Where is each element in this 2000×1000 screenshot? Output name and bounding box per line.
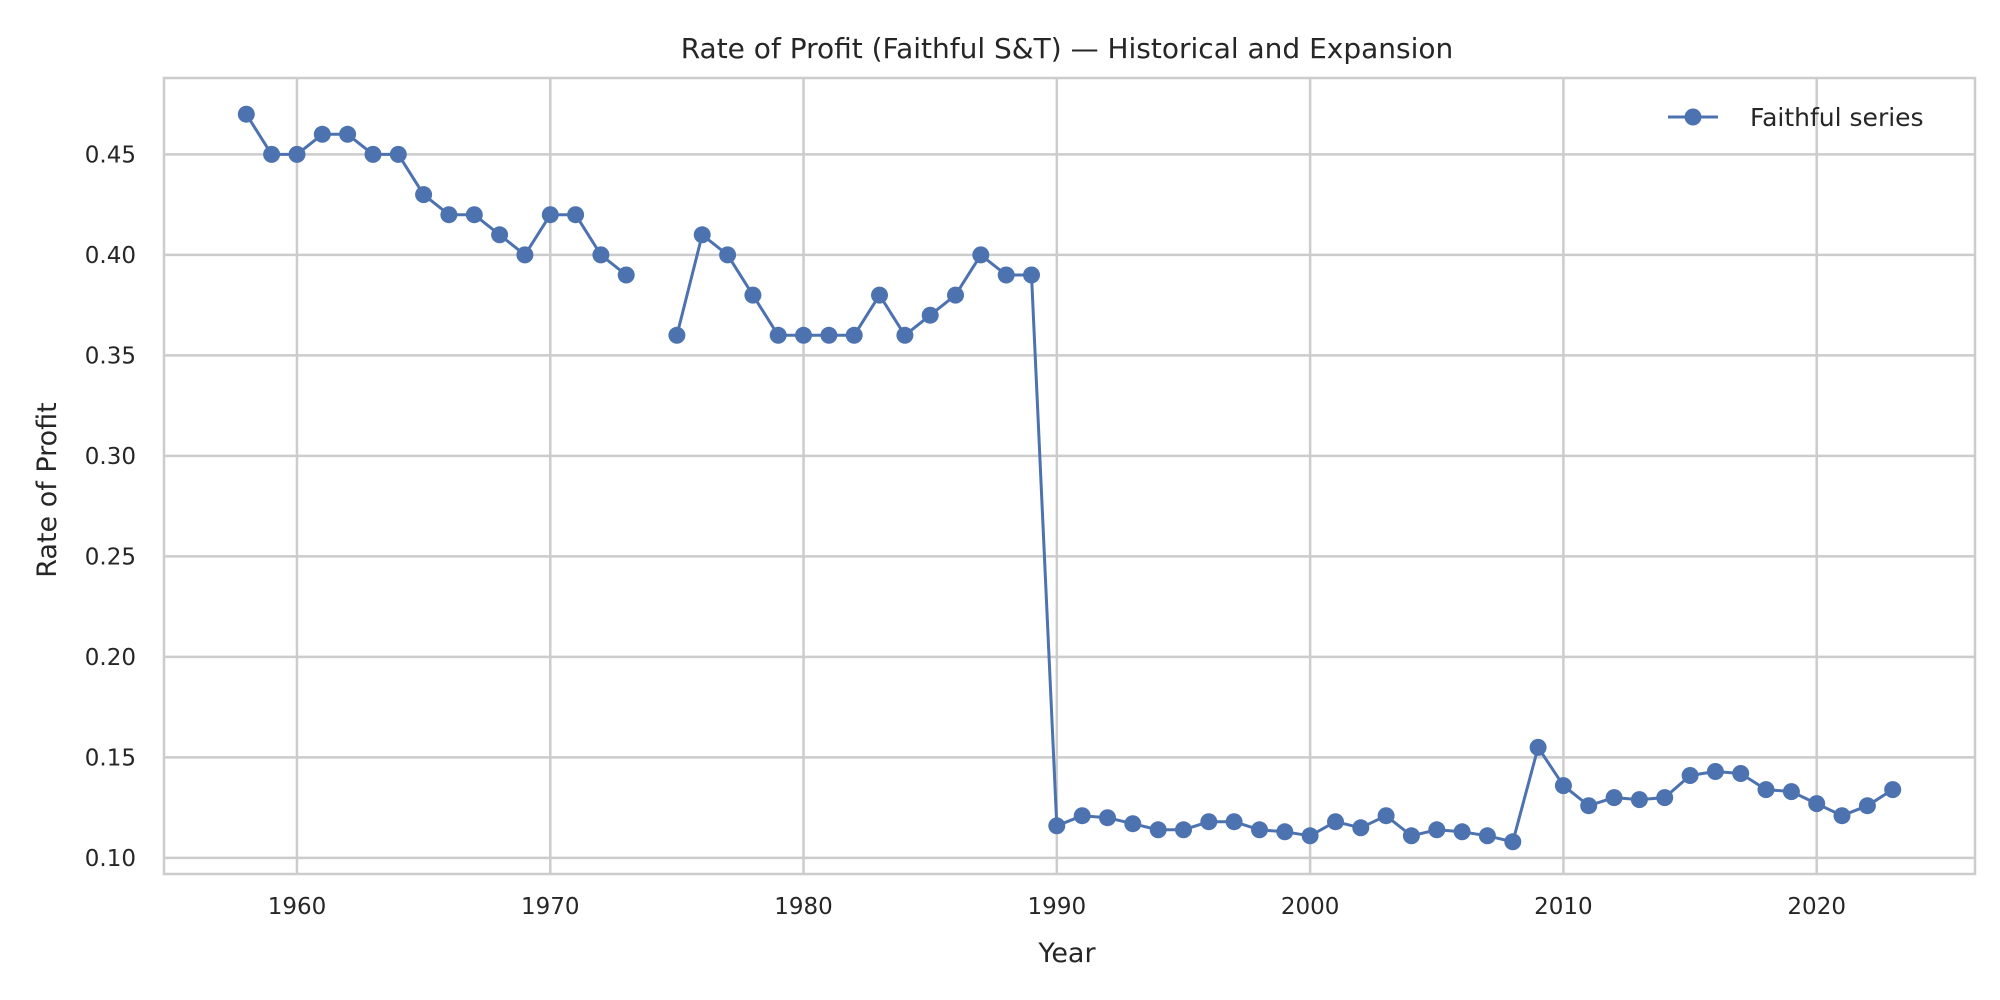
data-point <box>541 206 559 224</box>
data-point <box>516 246 534 264</box>
x-tick-label: 1980 <box>774 894 833 920</box>
data-point <box>465 206 483 224</box>
y-axis-label: Rate of Profit <box>32 402 63 578</box>
data-point <box>1782 783 1800 801</box>
data-point <box>617 266 635 284</box>
data-point <box>1377 807 1395 825</box>
data-point <box>972 246 990 264</box>
chart-title: Rate of Profit (Faithful S&T) — Historic… <box>681 32 1454 65</box>
data-point <box>795 326 812 344</box>
y-tick-label: 0.45 <box>85 142 136 168</box>
data-point <box>567 206 585 224</box>
data-point <box>693 226 711 244</box>
data-point <box>1858 797 1876 815</box>
legend: Faithful series <box>1668 103 1924 132</box>
x-tick-label: 1960 <box>268 894 327 920</box>
data-point <box>845 326 863 344</box>
data-point <box>1225 813 1243 831</box>
y-tick-label: 0.40 <box>85 243 136 269</box>
data-point <box>237 105 255 123</box>
series-line <box>245 113 628 277</box>
data-point <box>288 145 306 163</box>
data-point <box>1352 819 1370 837</box>
data-point <box>1478 827 1496 845</box>
data-point <box>947 286 964 304</box>
data-point <box>1630 791 1648 809</box>
x-tick-label: 2010 <box>1534 894 1593 920</box>
data-point <box>491 226 509 244</box>
data-point <box>719 246 737 264</box>
data-point <box>415 186 433 204</box>
data-point <box>997 266 1015 284</box>
data-point <box>389 145 407 163</box>
x-tick-label: 2020 <box>1787 894 1846 920</box>
data-point <box>1327 813 1344 831</box>
data-point <box>896 326 914 344</box>
data-point <box>1580 797 1598 815</box>
x-tick-label: 1970 <box>521 894 580 920</box>
x-tick-label: 1990 <box>1028 894 1087 920</box>
data-point <box>440 206 458 224</box>
data-point <box>1757 781 1775 799</box>
data-point <box>1276 823 1294 841</box>
data-point <box>921 306 939 324</box>
data-point <box>1453 823 1471 841</box>
data-point <box>1706 763 1724 780</box>
data-point <box>769 326 787 344</box>
data-point <box>263 145 281 163</box>
plot-frame <box>162 76 1977 876</box>
data-point <box>1124 815 1142 833</box>
data-point <box>1681 767 1699 784</box>
y-axis-ticks: 0.10 0.15 0.20 0.25 0.30 0.35 0.40 0.45 <box>85 142 136 872</box>
data-point <box>1073 807 1091 825</box>
data-point <box>1656 789 1674 807</box>
data-point <box>1099 809 1116 827</box>
y-tick-label: 0.30 <box>85 444 136 470</box>
y-tick-label: 0.25 <box>85 544 136 570</box>
data-point <box>1529 738 1547 756</box>
data-point <box>1504 833 1522 851</box>
data-point <box>871 286 888 304</box>
x-tick-label: 2000 <box>1281 894 1340 920</box>
data-point <box>339 125 357 143</box>
data-point <box>1048 817 1066 835</box>
y-tick-label: 0.35 <box>85 343 136 369</box>
y-tick-label: 0.10 <box>85 846 136 872</box>
data-point <box>1301 827 1319 845</box>
legend-series-marker <box>1684 108 1702 126</box>
x-axis-ticks: 1960 1970 1980 1990 2000 2010 2020 <box>268 894 1846 920</box>
data-point <box>1023 266 1040 284</box>
y-tick-label: 0.20 <box>85 645 136 671</box>
data-point <box>668 326 686 344</box>
series-layer <box>237 105 1902 851</box>
data-point <box>1605 789 1623 807</box>
data-point <box>1149 821 1167 839</box>
grid-lines <box>164 78 1975 874</box>
data-point <box>1200 813 1218 831</box>
data-point <box>1808 795 1826 813</box>
data-point <box>1884 781 1902 799</box>
x-axis-label: Year <box>1037 938 1096 969</box>
data-point <box>313 125 331 143</box>
data-point <box>744 286 762 304</box>
data-point <box>592 246 610 264</box>
legend-series-label: Faithful series <box>1750 103 1924 132</box>
data-point <box>1428 821 1446 839</box>
data-point <box>820 326 838 344</box>
y-tick-label: 0.15 <box>85 745 136 771</box>
data-point <box>1175 821 1192 839</box>
data-point <box>1732 765 1750 782</box>
data-point <box>1833 807 1851 825</box>
data-point <box>364 145 382 163</box>
data-point <box>1402 827 1420 845</box>
data-point <box>1251 821 1268 839</box>
data-point <box>1554 777 1572 795</box>
